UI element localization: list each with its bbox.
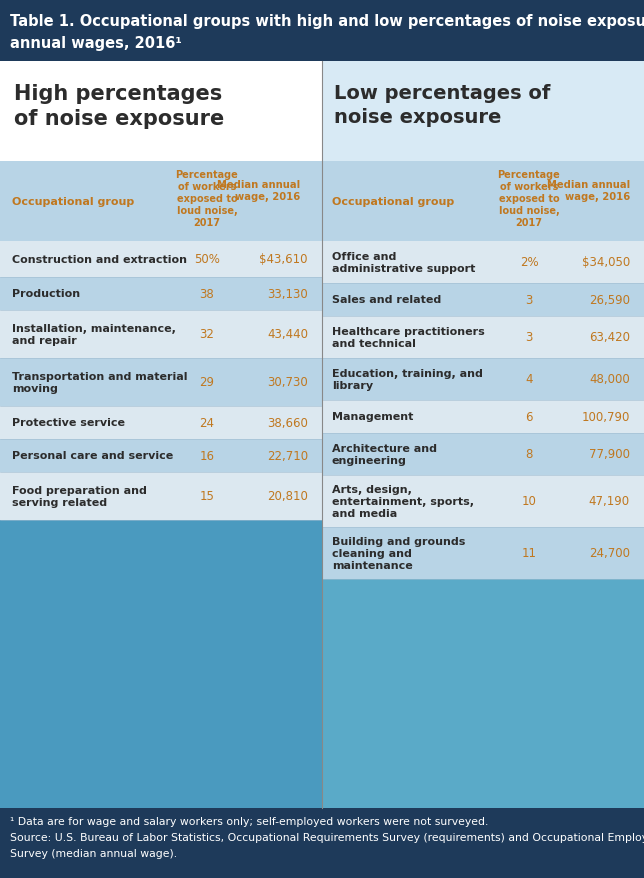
Bar	[0, 407, 322, 440]
Text: 24: 24	[200, 416, 214, 429]
Bar	[322, 62, 644, 162]
Bar	[322, 317, 644, 358]
Text: Occupational group: Occupational group	[12, 197, 134, 206]
Text: 10: 10	[522, 495, 536, 507]
Text: 11: 11	[522, 547, 536, 560]
Text: 8: 8	[526, 448, 533, 461]
Text: Construction and extraction: Construction and extraction	[12, 255, 187, 264]
Bar	[0, 0, 644, 62]
Text: Median annual
wage, 2016: Median annual wage, 2016	[217, 180, 300, 202]
Text: Percentage
of workers
exposed to
loud noise,
2017: Percentage of workers exposed to loud no…	[176, 169, 238, 227]
Text: 32: 32	[200, 328, 214, 342]
Text: Survey (median annual wage).: Survey (median annual wage).	[10, 848, 177, 858]
Text: Source: U.S. Bureau of Labor Statistics, Occupational Requirements Survey (requi: Source: U.S. Bureau of Labor Statistics,…	[10, 832, 644, 842]
Bar	[322, 241, 644, 284]
Bar	[0, 521, 322, 808]
Text: 38: 38	[200, 288, 214, 300]
Bar	[322, 400, 644, 434]
Text: 38,660: 38,660	[267, 416, 308, 429]
Text: 77,900: 77,900	[589, 448, 630, 461]
Text: $34,050: $34,050	[582, 256, 630, 270]
Text: Food preparation and
serving related: Food preparation and serving related	[12, 486, 147, 507]
Text: 33,130: 33,130	[267, 288, 308, 300]
Bar	[322, 476, 644, 528]
Text: $43,610: $43,610	[260, 253, 308, 266]
Text: 20,810: 20,810	[267, 490, 308, 503]
Text: Occupational group: Occupational group	[332, 197, 454, 206]
Bar	[0, 472, 322, 521]
Text: 16: 16	[200, 450, 214, 463]
Bar	[322, 284, 644, 317]
Bar	[0, 311, 322, 358]
Text: Median annual
wage, 2016: Median annual wage, 2016	[547, 180, 630, 202]
Bar	[0, 62, 322, 808]
Bar	[322, 358, 644, 400]
Text: 29: 29	[200, 376, 214, 389]
Text: 50%: 50%	[194, 253, 220, 266]
Text: Table 1. Occupational groups with high and low percentages of noise exposure, 20: Table 1. Occupational groups with high a…	[10, 14, 644, 29]
Text: 47,190: 47,190	[589, 495, 630, 507]
Text: Management: Management	[332, 412, 413, 422]
Bar	[0, 62, 322, 162]
Bar	[322, 579, 644, 808]
Text: 48,000: 48,000	[589, 373, 630, 386]
Text: 3: 3	[526, 331, 533, 344]
Text: 30,730: 30,730	[267, 376, 308, 389]
Bar	[322, 528, 644, 579]
Text: 43,440: 43,440	[267, 328, 308, 342]
Bar	[322, 162, 644, 241]
Text: Protective service: Protective service	[12, 418, 125, 428]
Bar	[0, 808, 644, 878]
Text: noise exposure: noise exposure	[334, 108, 502, 126]
Text: Arts, design,
entertainment, sports,
and media: Arts, design, entertainment, sports, and…	[332, 484, 474, 519]
Text: Architecture and
engineering: Architecture and engineering	[332, 443, 437, 465]
Text: 22,710: 22,710	[267, 450, 308, 463]
Bar	[0, 440, 322, 472]
Text: ¹ Data are for wage and salary workers only; self-employed workers were not surv: ¹ Data are for wage and salary workers o…	[10, 816, 488, 826]
Text: Installation, maintenance,
and repair: Installation, maintenance, and repair	[12, 323, 176, 346]
Text: 26,590: 26,590	[589, 293, 630, 306]
Text: 15: 15	[200, 490, 214, 503]
Text: High percentages: High percentages	[14, 84, 222, 104]
Bar	[322, 434, 644, 476]
Text: Education, training, and
library: Education, training, and library	[332, 369, 483, 391]
Bar	[322, 62, 644, 808]
Text: 2%: 2%	[520, 256, 538, 270]
Text: Percentage
of workers
exposed to
loud noise,
2017: Percentage of workers exposed to loud no…	[498, 169, 560, 227]
Text: Building and grounds
cleaning and
maintenance: Building and grounds cleaning and mainte…	[332, 536, 466, 571]
Text: Transportation and material
moving: Transportation and material moving	[12, 371, 187, 393]
Text: 4: 4	[526, 373, 533, 386]
Text: Personal care and service: Personal care and service	[12, 451, 173, 461]
Text: 3: 3	[526, 293, 533, 306]
Text: of noise exposure: of noise exposure	[14, 109, 224, 129]
Text: Production: Production	[12, 289, 80, 299]
Bar	[0, 162, 322, 241]
Text: 6: 6	[526, 411, 533, 423]
Text: annual wages, 2016¹: annual wages, 2016¹	[10, 36, 182, 51]
Bar	[0, 277, 322, 311]
Text: Sales and related: Sales and related	[332, 295, 441, 306]
Bar	[0, 358, 322, 407]
Text: Low percentages of: Low percentages of	[334, 84, 551, 103]
Text: Healthcare practitioners
and technical: Healthcare practitioners and technical	[332, 327, 485, 349]
Text: 63,420: 63,420	[589, 331, 630, 344]
Text: 24,700: 24,700	[589, 547, 630, 560]
Text: 100,790: 100,790	[582, 411, 630, 423]
Bar	[0, 241, 322, 277]
Text: Office and
administrative support: Office and administrative support	[332, 251, 475, 274]
